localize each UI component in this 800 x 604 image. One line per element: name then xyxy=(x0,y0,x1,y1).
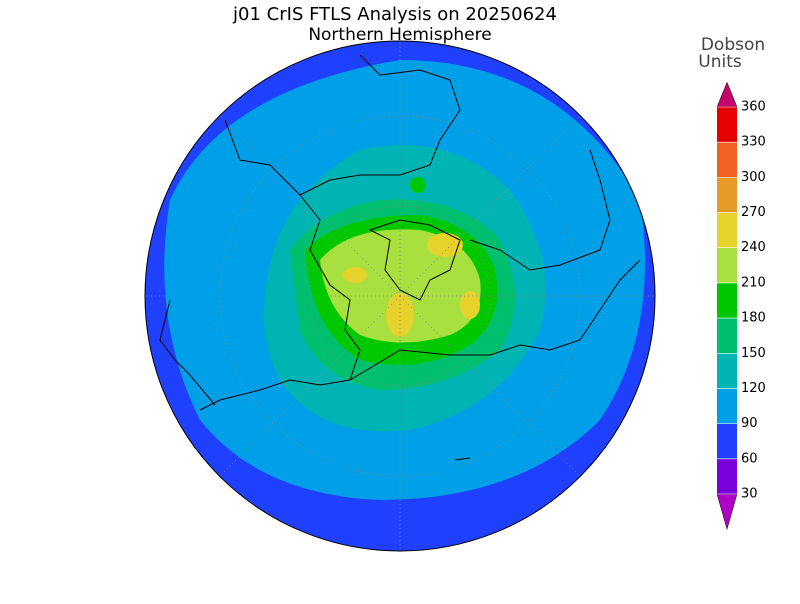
colorbar-band xyxy=(717,318,737,354)
colorbar-label: Units xyxy=(698,52,742,72)
colorbar-band xyxy=(717,247,737,283)
colorbar-tick-label: 240 xyxy=(741,240,766,255)
map-border xyxy=(144,40,656,552)
colorbar-over xyxy=(716,81,738,108)
colorbar-tick-label: 180 xyxy=(741,311,766,326)
colorbar-band xyxy=(717,353,737,389)
colorbar-band xyxy=(717,142,737,178)
colorbar-band xyxy=(717,282,737,319)
ozone-field xyxy=(145,41,655,551)
colorbar-tick-label: 120 xyxy=(741,381,766,396)
colorbar-tick-label: 60 xyxy=(741,451,758,466)
colorbar-band xyxy=(717,388,737,424)
map-title: j01 CrIS FTLS Analysis on 20250624 xyxy=(232,4,557,25)
colorbar-tick-label: 30 xyxy=(741,487,758,502)
colorbar-label: Dobson xyxy=(701,35,765,55)
colorbar-band xyxy=(717,423,737,459)
colorbar-tick-label: 150 xyxy=(741,346,766,361)
colorbar-tick-label: 90 xyxy=(741,416,758,431)
map-subtitle: Northern Hemisphere xyxy=(308,25,491,45)
colorbar-band xyxy=(717,212,737,248)
colorbar-under xyxy=(716,493,738,531)
colorbar-band xyxy=(717,177,737,213)
colorbar-band xyxy=(717,458,737,494)
colorbar-tick-label: 360 xyxy=(741,100,766,115)
colorbar-tick-label: 270 xyxy=(741,205,766,220)
colorbar: 30 60 90 120 150 180 210 240 270 300 330 360 xyxy=(716,81,766,531)
colorbar-band xyxy=(717,107,737,143)
colorbar-tick-label: 300 xyxy=(741,170,766,185)
colorbar-tick-label: 210 xyxy=(741,275,766,290)
colorbar-tick-label: 330 xyxy=(741,135,766,150)
